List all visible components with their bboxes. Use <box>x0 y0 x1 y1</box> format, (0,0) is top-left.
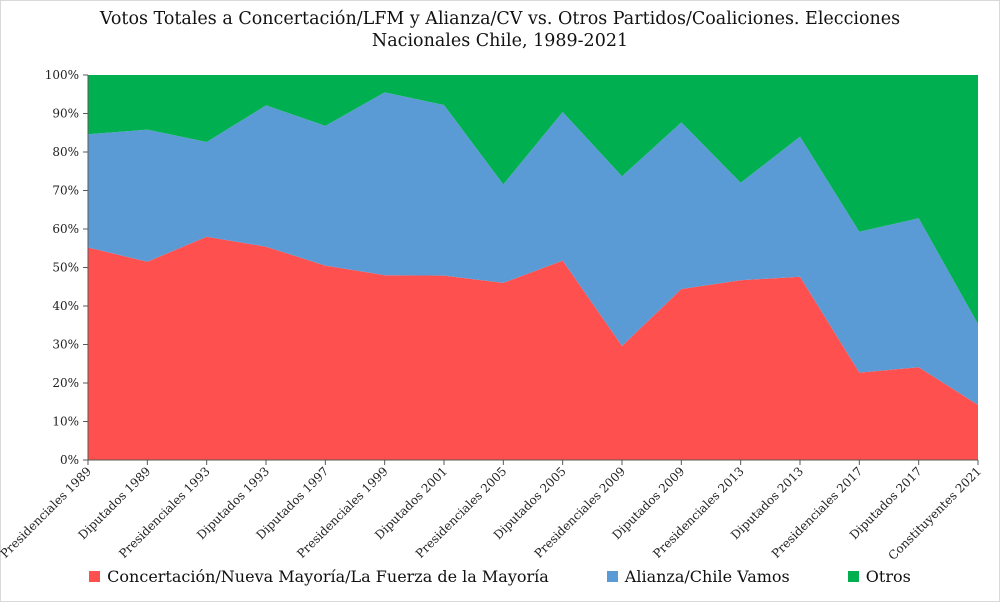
area-series-2 <box>88 92 978 405</box>
chart-legend: Concertación/Nueva Mayoría/La Fuerza de … <box>0 567 1000 586</box>
y-tick-label: 90% <box>52 107 79 121</box>
legend-label: Alianza/Chile Vamos <box>624 567 790 586</box>
x-tick-label: Presidenciales 1989 <box>0 464 94 561</box>
y-tick-label: 100% <box>45 68 79 82</box>
legend-label: Concertación/Nueva Mayoría/La Fuerza de … <box>107 567 549 586</box>
y-tick-label: 20% <box>52 376 79 390</box>
legend-item-2: Alianza/Chile Vamos <box>606 567 790 586</box>
y-tick-label: 40% <box>52 299 79 313</box>
y-tick-label: 60% <box>52 222 79 236</box>
legend-label: Otros <box>865 567 911 586</box>
y-tick-label: 10% <box>52 415 79 429</box>
y-tick-label: 0% <box>60 453 79 467</box>
legend-item-3: Otros <box>847 567 911 586</box>
y-tick-label: 30% <box>52 338 79 352</box>
y-tick-label: 50% <box>52 261 79 275</box>
chart-title-line-2: Nacionales Chile, 1989-2021 <box>371 31 629 51</box>
area-series-1 <box>88 236 978 460</box>
chart-title-line-1: Votos Totales a Concertación/LFM y Alian… <box>99 9 901 29</box>
legend-item-1: Concertación/Nueva Mayoría/La Fuerza de … <box>89 567 549 586</box>
chart-title: Votos Totales a Concertación/LFM y Alian… <box>0 8 1000 52</box>
y-tick-label: 70% <box>52 184 79 198</box>
area-series-3 <box>88 75 978 325</box>
legend-swatch <box>606 571 618 582</box>
legend-swatch <box>847 571 859 582</box>
legend-swatch <box>89 571 101 582</box>
y-tick-label: 80% <box>52 145 79 159</box>
